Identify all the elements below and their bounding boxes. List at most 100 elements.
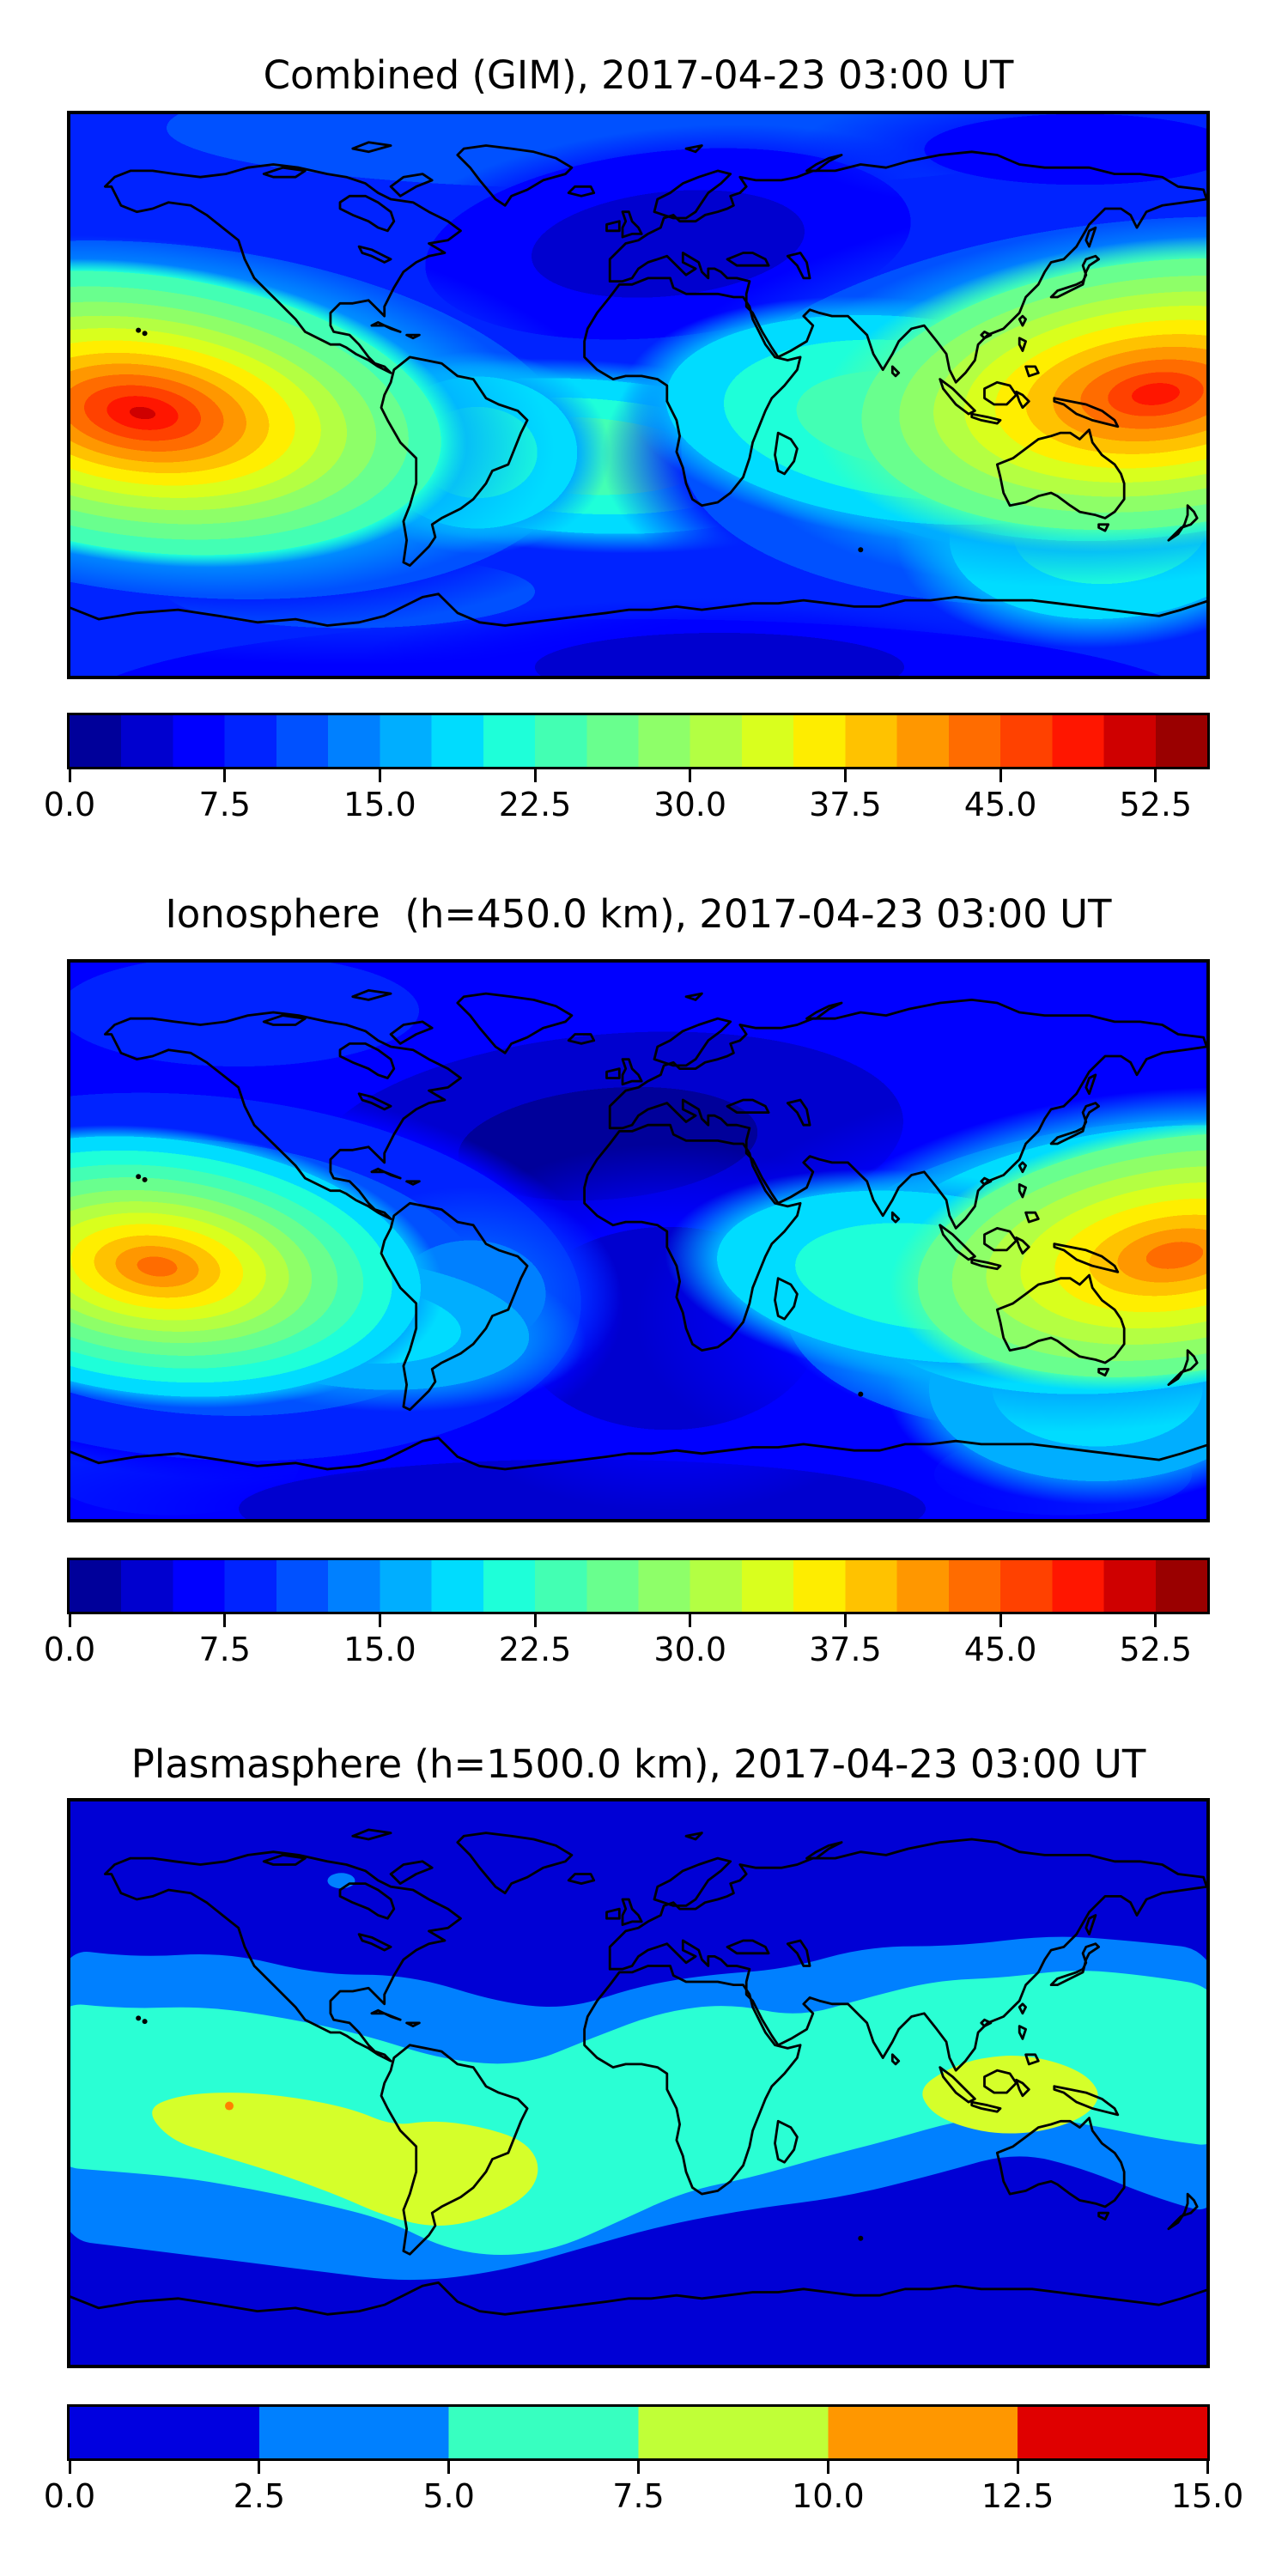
island-dot (858, 2235, 864, 2241)
coastline (262, 1014, 307, 1026)
coastline (583, 1965, 802, 2196)
coastline (621, 210, 643, 239)
coastline (980, 2018, 993, 2027)
map-border (67, 959, 1210, 1522)
island-dot (136, 2015, 142, 2021)
coastline (1053, 2085, 1120, 2117)
colorbar-tick-label: 12.5 (981, 2477, 1054, 2515)
coastline (1018, 337, 1027, 352)
colorbar-tick (533, 1614, 537, 1627)
coastline (774, 2119, 799, 2164)
coastline (1049, 254, 1100, 299)
coastline (1084, 1073, 1097, 1096)
coastline (1084, 1914, 1097, 1935)
coastline (774, 1277, 799, 1321)
coastline (67, 592, 1210, 627)
colorbar-tick (689, 1614, 692, 1627)
colorbar-tick-label: 45.0 (963, 786, 1037, 823)
coastline (605, 220, 621, 233)
coastline (939, 2066, 976, 2104)
coastline (653, 1856, 732, 1907)
coastline (786, 252, 811, 280)
coastline (890, 1211, 901, 1224)
colorbar-tick (258, 2461, 261, 2474)
coastline (567, 185, 596, 197)
coastline (1167, 1349, 1199, 1386)
colorbar-tick (378, 769, 381, 782)
colorbar-ionosphere: 0.0 7.5 15.0 22.5 30.0 37.5 45.0 52.5 (44, 1558, 1210, 1686)
coastline (338, 194, 396, 233)
colorbar-gradient-ionosphere (67, 1558, 1210, 1614)
colorbar-tick (378, 1614, 381, 1627)
island-dot (858, 547, 864, 553)
colorbar-tick-label: 0.0 (43, 1631, 96, 1668)
coastline (684, 144, 703, 154)
colorbar-tick-label: 15.0 (1170, 2477, 1244, 2515)
coastline (980, 331, 993, 340)
colorbar-tick-label: 30.0 (653, 1631, 727, 1668)
coastline (357, 1092, 392, 1111)
colorbar-tick-label: 15.0 (343, 1631, 416, 1668)
colorbar-tick (826, 2461, 829, 2474)
coastline (1167, 2192, 1199, 2231)
island-dot (142, 2019, 148, 2025)
coastline (1018, 1183, 1027, 1199)
colorbar-tick-label: 10.0 (792, 2477, 865, 2515)
coastline (338, 1042, 396, 1079)
colorbar-tick-label: 7.5 (198, 786, 251, 823)
colorbar-plasmasphere: 0.0 2.5 5.0 7.5 10.0 12.5 15.0 (44, 2404, 1243, 2533)
map-border (67, 111, 1210, 679)
colorbar-tick-label: 7.5 (612, 2477, 665, 2515)
coastline (1018, 2002, 1027, 2015)
coastline (608, 1838, 1208, 2072)
coastline (1084, 226, 1097, 248)
coastline (1053, 397, 1120, 428)
colorbar-tick-label: 37.5 (809, 1631, 882, 1668)
colorbar-tick-label: 52.5 (1119, 786, 1193, 823)
coastline (389, 1020, 434, 1045)
coastline (684, 1832, 703, 1841)
coastline (456, 1832, 574, 1895)
orange-peak-spot (225, 2101, 234, 2111)
panel-title-ionosphere: Ionosphere (h=450.0 km), 2017-04-23 03:0… (165, 891, 1112, 937)
colorbar-tick (1206, 2461, 1209, 2474)
coastline (1167, 504, 1199, 542)
coastline (1015, 2078, 1030, 2098)
coastline (939, 378, 976, 416)
colorbar-gradient-plasmasphere (67, 2404, 1210, 2461)
island-dot (142, 1176, 148, 1182)
coastline (726, 252, 770, 267)
coastline (621, 1058, 643, 1086)
colorbar-tick (1016, 2461, 1019, 2474)
coastline (567, 1033, 596, 1045)
coastline (567, 1873, 596, 1885)
coastline (262, 1854, 307, 1866)
coastline (1018, 1161, 1027, 1174)
coastline (1097, 1368, 1110, 1377)
colorbar-tick (689, 769, 692, 782)
colorbar-tick-label: 0.0 (43, 2477, 96, 2515)
coastline (1015, 1236, 1030, 1255)
coastline (67, 2281, 1210, 2316)
coastline (1049, 1942, 1100, 1986)
colorbar-tick-label: 37.5 (809, 786, 882, 823)
colorbar-tick (447, 2461, 451, 2474)
colorbar-tick (223, 769, 227, 782)
coastline (805, 1001, 843, 1020)
coastline (605, 1067, 621, 1079)
coastline (970, 2100, 1002, 2113)
colorbar-tick-label: 7.5 (198, 1631, 251, 1668)
coastline (983, 380, 1018, 406)
coastline (583, 276, 802, 507)
coastline (890, 365, 901, 378)
contour-band (922, 2056, 1098, 2134)
coastline (405, 1180, 421, 1186)
coastline (380, 2044, 529, 2256)
coastline (357, 1933, 392, 1952)
coastline (1097, 523, 1110, 532)
coastline (1015, 390, 1030, 410)
coastline (970, 412, 1002, 425)
coastline (262, 166, 307, 179)
coastline (456, 144, 574, 207)
coastline (1049, 1102, 1100, 1145)
